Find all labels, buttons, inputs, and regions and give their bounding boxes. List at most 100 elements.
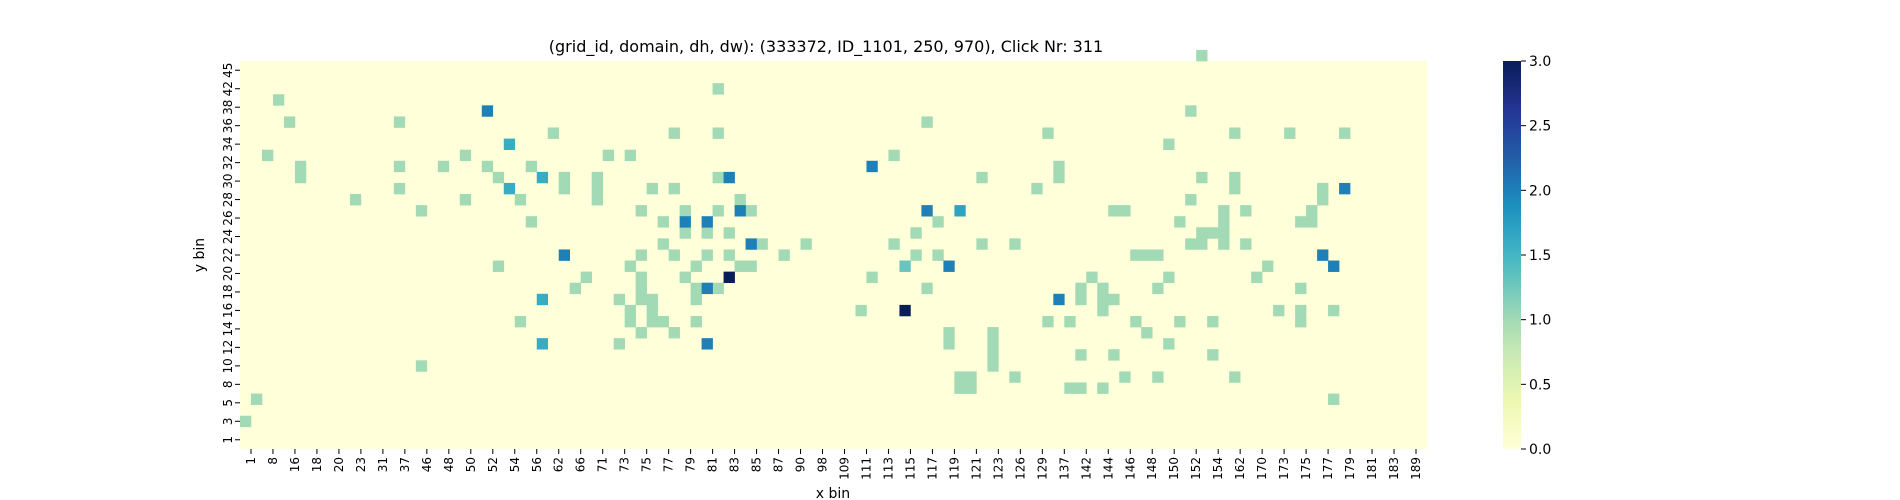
x-tick-label: 81 [706, 457, 720, 472]
heatmap-cell [1240, 238, 1252, 250]
heatmap-cell [1196, 227, 1208, 239]
heatmap-cell [855, 304, 867, 317]
heatmap-cell [635, 293, 647, 306]
heatmap-cell [1262, 260, 1274, 272]
heatmap-cell [921, 116, 933, 128]
heatmap-cell [954, 382, 966, 394]
heatmap-cell [723, 171, 735, 184]
heatmap-cell [536, 338, 549, 350]
heatmap-cell [1295, 216, 1307, 228]
heatmap-cell [492, 171, 505, 184]
x-tick-label: 177 [1321, 457, 1335, 480]
x-tick-label: 98 [816, 457, 830, 472]
y-tick-label: 3 [221, 417, 235, 425]
x-tick-label: 142 [1079, 457, 1093, 480]
heatmap-cell [646, 293, 658, 306]
x-tick-label: 126 [1013, 457, 1027, 480]
heatmap-cell [393, 116, 406, 128]
colorbar-tick-label: 2.0 [1529, 183, 1551, 199]
heatmap-cell [1097, 293, 1109, 306]
heatmap-cell [987, 338, 999, 350]
heatmap-cell [415, 205, 428, 217]
heatmap-cell [1328, 260, 1340, 272]
heatmap-cell [1075, 293, 1087, 306]
x-tick-label: 121 [969, 457, 983, 480]
heatmap-cell [712, 171, 724, 184]
heatmap-cell [668, 182, 680, 195]
heatmap-cell [1042, 127, 1054, 139]
y-tick-label: 38 [221, 100, 235, 115]
heatmap-cell [965, 371, 977, 383]
x-tick-label: 73 [618, 457, 632, 472]
heatmap-cell [921, 205, 933, 217]
heatmap-cell [1130, 315, 1142, 328]
x-tick-label: 23 [354, 457, 368, 472]
heatmap-cell [899, 260, 911, 272]
heatmap-cell [1273, 304, 1285, 317]
x-tick-label: 123 [991, 457, 1005, 480]
y-tick-label: 26 [221, 210, 235, 225]
heatmap-cell [1152, 371, 1164, 383]
heatmap-plot-area [240, 49, 1427, 449]
heatmap-cell [1064, 315, 1076, 328]
heatmap-cell [1075, 382, 1087, 394]
y-axis-ticks: 1 3 5 8 10 12 14 16 18 20 22 24 26 28 30 32 34 36 38 42 45 [221, 63, 240, 444]
heatmap-cell [1053, 171, 1065, 184]
colorbar-ticks: 0.0 0.5 1.0 1.5 2.0 2.5 3.0 [1521, 54, 1551, 458]
x-tick-label: 16 [288, 457, 302, 472]
x-tick-label: 115 [903, 457, 917, 480]
heatmap-cell [1317, 182, 1329, 195]
heatmap-cell [437, 160, 450, 173]
colorbar-tick-label: 1.0 [1529, 313, 1551, 329]
heatmap-cell [1196, 238, 1208, 250]
heatmap-cell [1339, 182, 1351, 195]
heatmap-cell [932, 216, 944, 228]
heatmap-cell [591, 182, 603, 195]
heatmap-cell [459, 194, 472, 206]
heatmap-cell [1207, 349, 1219, 361]
colorbar-tick-label: 0.5 [1529, 377, 1551, 393]
heatmap-cell [943, 338, 955, 350]
x-tick-label: 62 [552, 457, 566, 472]
y-tick-label: 16 [221, 303, 235, 318]
heatmap-cell [272, 94, 285, 106]
heatmap-cell [1053, 293, 1065, 306]
x-tick-label: 48 [442, 457, 456, 472]
heatmap-cell [778, 249, 790, 261]
heatmap-cell [888, 238, 900, 250]
y-tick-label: 30 [221, 173, 235, 188]
heatmap-cell [745, 260, 757, 272]
heatmap-cell [646, 315, 658, 328]
heatmap-cell [954, 371, 966, 383]
heatmap-cell [1196, 171, 1208, 184]
x-tick-label: 109 [837, 457, 851, 480]
x-tick-label: 75 [640, 457, 654, 472]
heatmap-cell [1185, 238, 1197, 250]
x-tick-label: 71 [596, 457, 610, 472]
y-tick-label: 28 [221, 192, 235, 207]
heatmap-cell [1295, 315, 1307, 328]
colorbar-tick-label: 3.0 [1529, 54, 1551, 70]
x-tick-label: 46 [420, 457, 434, 472]
heatmap-cell [1163, 138, 1175, 150]
y-tick-label: 42 [221, 81, 235, 96]
x-tick-label: 117 [925, 457, 939, 480]
heatmap-cell [1207, 315, 1219, 328]
x-tick-label: 83 [728, 457, 742, 472]
heatmap-cell [712, 282, 724, 295]
heatmap-cell [580, 271, 592, 284]
heatmap-cell [591, 171, 603, 184]
heatmap-cell [1185, 105, 1197, 117]
heatmap-cell [1075, 282, 1087, 295]
heatmap-cell [1339, 127, 1351, 139]
heatmap-cell [723, 227, 735, 239]
heatmap-cell [888, 149, 900, 162]
x-tick-label: 189 [1409, 457, 1423, 480]
heatmap-cell [679, 271, 691, 284]
y-tick-label: 8 [221, 381, 235, 389]
heatmap-cell [668, 249, 680, 261]
x-axis-label: x bin [816, 486, 850, 500]
heatmap-cell [503, 138, 516, 150]
colorbar-gradient [1503, 61, 1521, 449]
x-tick-label: 18 [310, 457, 324, 472]
